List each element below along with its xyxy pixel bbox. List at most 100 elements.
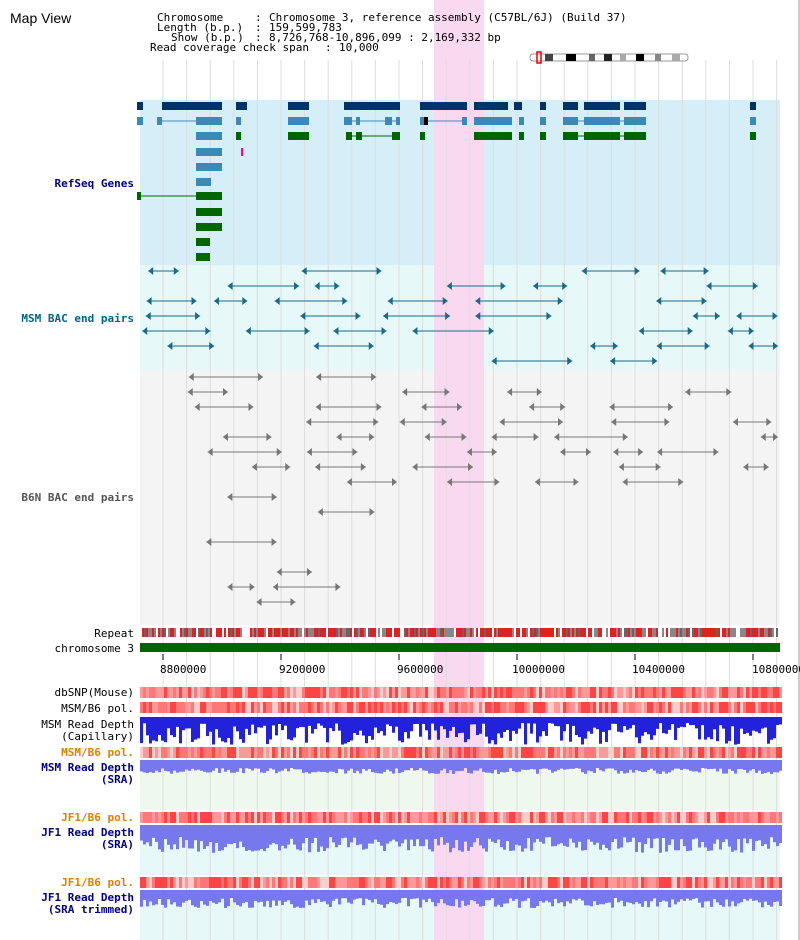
snp-density-cell (647, 812, 650, 823)
snp-density-cell (773, 812, 776, 823)
snp-density-cell (170, 747, 173, 758)
read-depth-bar (269, 825, 272, 845)
read-depth-bar (644, 717, 647, 733)
snp-density-cell (656, 702, 659, 713)
read-depth-bar (731, 760, 734, 771)
repeat-element (170, 628, 172, 637)
read-depth-bar (746, 825, 749, 844)
span-key: Read coverage check span (150, 41, 309, 54)
read-depth-bar (323, 717, 326, 728)
snp-density-cell (611, 747, 614, 758)
read-depth-bar (752, 890, 755, 901)
snp-density-cell (188, 687, 191, 698)
read-depth-bar (299, 890, 302, 908)
repeat-element (512, 628, 514, 637)
repeat-element (532, 628, 534, 637)
bac-end-marker (334, 282, 340, 290)
read-depth-bar (218, 825, 221, 851)
snp-density-cell (464, 812, 467, 823)
bac-end-marker (315, 463, 321, 471)
snp-density-cell (407, 877, 410, 888)
snp-density-cell (371, 812, 374, 823)
snp-density-cell (341, 747, 344, 758)
read-depth-bar (323, 890, 326, 902)
snp-density-cell (533, 687, 536, 698)
read-depth-bar (686, 890, 689, 899)
repeat-element (594, 628, 596, 637)
read-depth-bar (278, 717, 281, 724)
gene-exon (196, 253, 210, 261)
snp-density-cell (251, 702, 254, 713)
gene-exon (563, 132, 578, 140)
read-depth-bar (497, 890, 500, 905)
snp-density-cell (680, 812, 683, 823)
read-depth-bar (155, 760, 158, 771)
snp-density-cell (224, 812, 227, 823)
read-depth-bar (317, 760, 320, 772)
read-depth-bar (620, 717, 623, 733)
snp-density-cell (653, 747, 656, 758)
repeat-element (590, 628, 592, 637)
snp-density-cell (650, 702, 653, 713)
read-depth-bar (359, 760, 362, 774)
snp-density-cell (371, 687, 374, 698)
bac-end-marker (335, 583, 341, 591)
bac-end-marker (766, 418, 772, 426)
snp-density-cell (161, 702, 164, 713)
snp-density-cell (350, 747, 353, 758)
read-depth-bar (482, 760, 485, 772)
read-depth-bar (365, 825, 368, 849)
read-depth-bar (560, 717, 563, 741)
snp-density-cell (365, 747, 368, 758)
repeat-element (442, 628, 444, 637)
read-depth-bar (635, 825, 638, 852)
repeat-element (326, 628, 328, 637)
snp-density-cell (659, 877, 662, 888)
snp-density-cell (737, 877, 740, 888)
read-depth-bar (359, 717, 362, 731)
repeat-element (746, 628, 748, 637)
read-depth-bar (533, 717, 536, 724)
repeat-element (308, 628, 310, 637)
bac-end-marker (475, 312, 481, 320)
snp-density-cell (584, 687, 587, 698)
read-depth-bar (158, 890, 161, 900)
read-depth-bar (713, 717, 716, 730)
read-depth-bar (503, 890, 506, 904)
snp-density-cell (713, 747, 716, 758)
snp-density-cell (467, 877, 470, 888)
bac-end-marker (188, 373, 194, 381)
read-depth-bar (281, 717, 284, 731)
snp-density-cell (641, 812, 644, 823)
snp-density-cell (239, 877, 242, 888)
read-depth-bar (305, 825, 308, 838)
read-depth-bar (506, 760, 509, 772)
snp-density-cell (194, 702, 197, 713)
snp-density-cell (401, 687, 404, 698)
repeat-element (412, 628, 414, 637)
read-depth-bar (539, 890, 542, 902)
snp-density-cell (749, 747, 752, 758)
snp-density-cell (359, 687, 362, 698)
repeat-element (776, 628, 778, 637)
gene-exon (474, 132, 512, 140)
snp-density-cell (512, 702, 515, 713)
capillary-label: (Capillary) (61, 730, 134, 743)
read-depth-bar (326, 890, 329, 905)
read-depth-bar (332, 760, 335, 772)
read-depth-bar (701, 825, 704, 843)
snp-density-cell (578, 687, 581, 698)
repeat-element (584, 628, 586, 637)
snp-density-cell (212, 687, 215, 698)
snp-density-cell (689, 812, 692, 823)
gene-exon (236, 102, 247, 110)
snp-density-cell (641, 747, 644, 758)
snp-density-cell (167, 702, 170, 713)
snp-density-cell (326, 877, 329, 888)
snp-density-cell (689, 687, 692, 698)
repeat-element (468, 628, 470, 637)
read-depth-bar (677, 890, 680, 902)
snp-density-cell (221, 747, 224, 758)
read-depth-bar (776, 717, 779, 726)
